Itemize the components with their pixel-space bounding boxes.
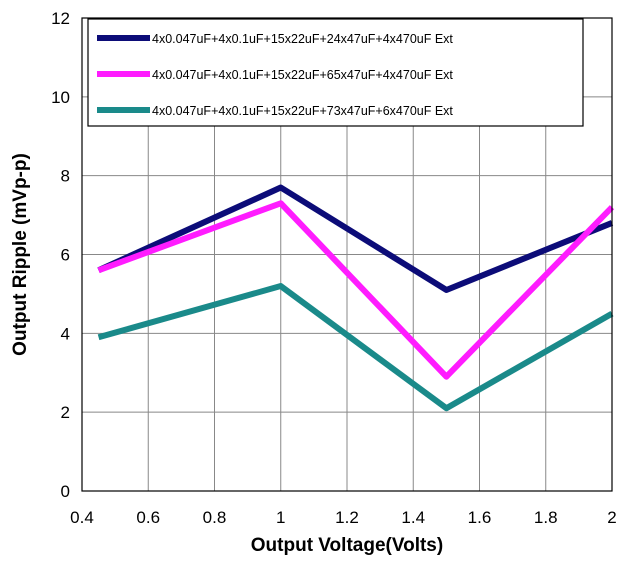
y-tick-label: 8 bbox=[61, 167, 70, 186]
series-line-1 bbox=[97, 184, 614, 293]
legend-label-3: 4x0.047uF+4x0.1uF+15x22uF+73x47uF+6x470u… bbox=[152, 104, 453, 118]
y-tick-label: 0 bbox=[61, 482, 70, 501]
y-tick-label: 10 bbox=[51, 88, 70, 107]
y-tick-label: 6 bbox=[61, 246, 70, 265]
x-tick-label: 1 bbox=[276, 508, 285, 527]
tick-labels: 0.4 0.6 0.8 1 1.2 1.4 1.6 1.8 2 0 2 4 6 8 10 12 bbox=[51, 9, 617, 527]
y-tick-label: 2 bbox=[61, 403, 70, 422]
series-lines bbox=[97, 184, 615, 412]
y-tick-label: 4 bbox=[61, 324, 70, 343]
x-tick-label: 0.8 bbox=[203, 508, 227, 527]
x-tick-label: 1.4 bbox=[401, 508, 425, 527]
x-tick-label: 2 bbox=[607, 508, 616, 527]
legend-label-2: 4x0.047uF+4x0.1uF+15x22uF+65x47uF+4x470u… bbox=[152, 68, 453, 82]
legend-box bbox=[87, 18, 584, 127]
x-axis-title: Output Voltage(Volts) bbox=[251, 535, 443, 556]
series-line-2 bbox=[97, 200, 615, 380]
series-line-3 bbox=[97, 283, 614, 412]
x-tick-label: 1.2 bbox=[335, 508, 359, 527]
x-tick-label: 0.4 bbox=[70, 508, 94, 527]
x-tick-label: 1.8 bbox=[534, 508, 558, 527]
x-tick-label: 1.6 bbox=[468, 508, 492, 527]
legend-label-1: 4x0.047uF+4x0.1uF+15x22uF+24x47uF+4x470u… bbox=[152, 32, 453, 46]
plot-border bbox=[81, 17, 613, 492]
legend: 4x0.047uF+4x0.1uF+15x22uF+24x47uF+4x470u… bbox=[87, 18, 584, 127]
x-tick-label: 0.6 bbox=[136, 508, 160, 527]
y-axis-title: Output Ripple (mVp-p) bbox=[10, 153, 31, 356]
y-tick-label: 12 bbox=[51, 9, 70, 28]
